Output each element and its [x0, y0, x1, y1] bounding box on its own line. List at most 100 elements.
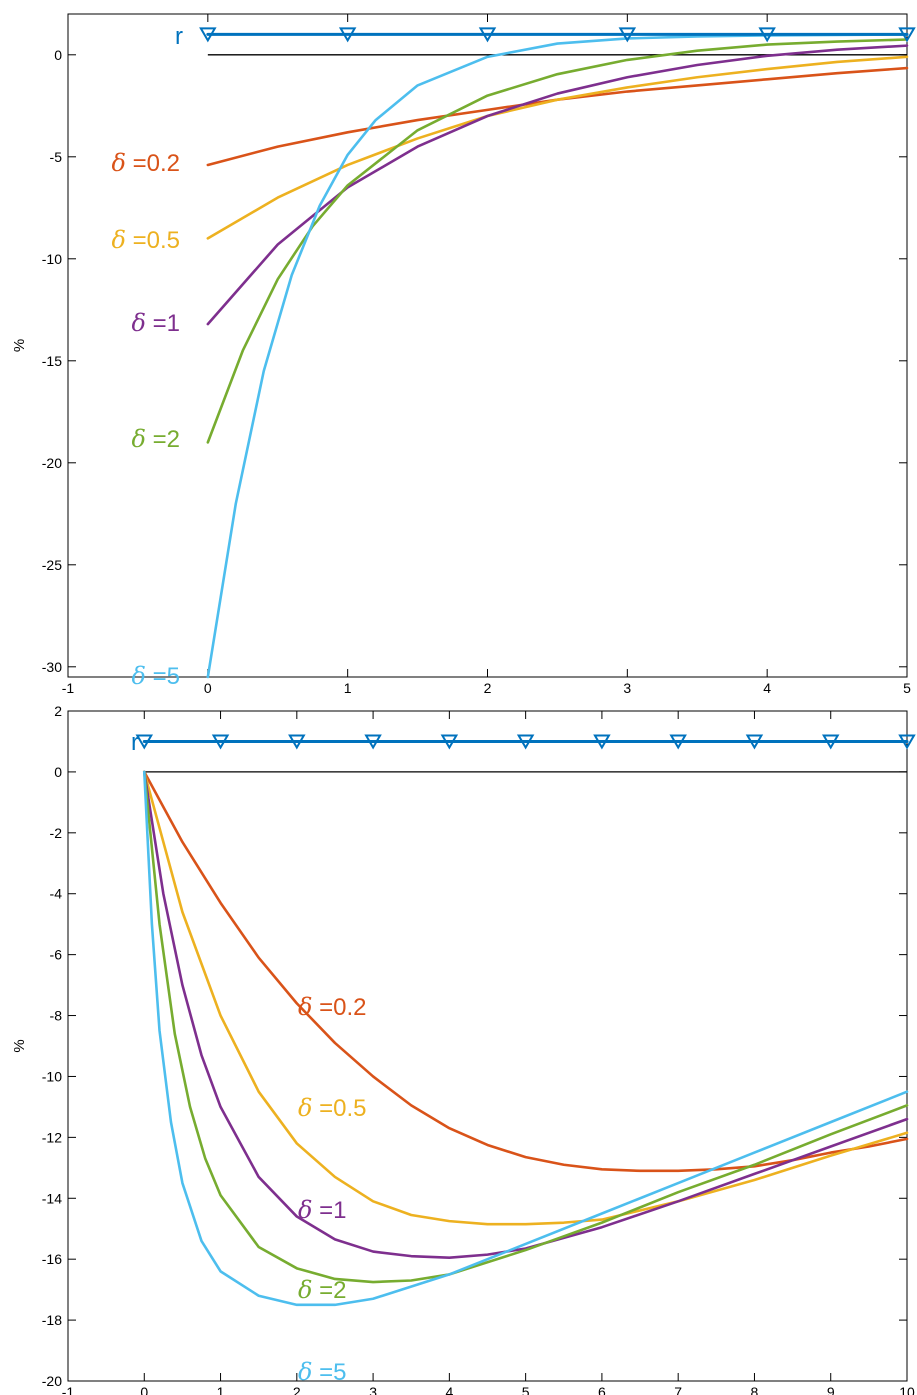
delta-symbol: δ [132, 309, 146, 337]
series-label-2: δ =2 [132, 425, 180, 453]
series-line-2 [206, 38, 909, 444]
series-label-value: =1 [312, 1197, 346, 1224]
series-label-r: r [131, 729, 139, 756]
series-label-value: =0.2 [312, 994, 366, 1021]
y-tick-label: 2 [54, 703, 62, 719]
series-label-value: =2 [146, 426, 180, 453]
x-tick-label: 0 [140, 1384, 148, 1395]
y-tick-label: -2 [50, 825, 63, 841]
x-tick-label: 0 [204, 680, 212, 696]
series-line-0-2 [206, 66, 909, 167]
series-line-5 [206, 33, 909, 679]
series-marker-r [618, 27, 637, 43]
series-label-5: δ =5 [132, 662, 180, 690]
series-line-0-5 [142, 770, 909, 1226]
y-tick-label: -20 [42, 455, 62, 471]
series-marker-r [516, 734, 535, 750]
series-line-5 [142, 770, 909, 1307]
series-label-r: r [175, 23, 183, 50]
y-tick-label: -25 [42, 557, 62, 573]
y-tick-label: -20 [42, 1373, 62, 1389]
x-tick-label: 4 [445, 1384, 453, 1395]
series-marker-r [758, 27, 776, 43]
series-line-1 [206, 44, 909, 326]
plot-box [67, 13, 908, 678]
y-tick-label: -14 [42, 1190, 62, 1206]
y-tick-label: 0 [54, 764, 62, 780]
series-marker-r [135, 734, 154, 750]
series-line-1 [142, 770, 909, 1259]
series-label-0-2: δ =0.2 [298, 993, 367, 1021]
series-label-2: δ =2 [298, 1276, 346, 1304]
y-tick-label: 0 [54, 47, 62, 63]
x-tick-label: 8 [751, 1384, 759, 1395]
x-tick-label: 5 [903, 680, 911, 696]
y-axis-title: % [11, 339, 28, 352]
x-tick-label: 10 [899, 1384, 915, 1395]
series-marker-r [211, 734, 230, 750]
y-tick-label: -12 [42, 1129, 62, 1145]
y-tick-label: -18 [42, 1312, 62, 1328]
y-tick-label: -30 [42, 659, 62, 675]
y-tick-label: -5 [50, 149, 63, 165]
delta-symbol: δ [298, 1358, 312, 1386]
y-tick-label: -4 [50, 886, 63, 902]
delta-symbol: δ [112, 226, 126, 254]
series-label-value: =0.2 [126, 150, 180, 177]
x-tick-label: -1 [62, 1384, 75, 1395]
series-marker-r [898, 734, 916, 750]
plot-box [67, 710, 908, 1382]
series-line-0-5 [206, 55, 909, 240]
x-tick-label: 1 [344, 680, 352, 696]
bottom-panel: -1 0 1 2 3 4 5 6 7 8 9 1020-2-4-6-8-10-12-14-16-18-… [11, 703, 916, 1395]
series-marker-r [821, 734, 840, 750]
x-tick-label: 5 [522, 1384, 530, 1395]
series-label-0-2: δ =0.2 [112, 149, 181, 177]
series-label-0-5: δ =0.5 [298, 1094, 367, 1122]
delta-symbol: δ [298, 1094, 312, 1122]
x-tick-label: 6 [598, 1384, 606, 1395]
y-tick-label: -6 [50, 947, 63, 963]
series-marker-r [593, 734, 611, 750]
series-marker-r [745, 734, 764, 750]
series-marker-r [478, 27, 497, 43]
series-label-value: =1 [146, 310, 180, 337]
y-tick-label: -16 [42, 1251, 62, 1267]
delta-symbol: δ [298, 993, 312, 1021]
series-marker-r [338, 27, 357, 43]
top-panel: -1 0 1 2 3 4 50-5-10-15-20-25-30%rδ =0.2δ =0.5… [11, 13, 916, 696]
series-label-1: δ =1 [132, 309, 180, 337]
delta-symbol: δ [132, 425, 146, 453]
series-label-0-5: δ =0.5 [112, 226, 181, 254]
x-tick-label: 7 [674, 1384, 682, 1395]
x-tick-label: 3 [369, 1384, 377, 1395]
y-tick-label: -15 [42, 353, 62, 369]
x-tick-label: 2 [484, 680, 492, 696]
series-label-value: =0.5 [126, 227, 180, 254]
y-tick-label: -8 [50, 1008, 63, 1024]
series-line-0-2 [142, 770, 909, 1173]
x-tick-label: 1 [217, 1384, 225, 1395]
delta-symbol: δ [132, 662, 146, 690]
x-tick-label: 2 [293, 1384, 301, 1395]
series-label-1: δ =1 [298, 1196, 346, 1224]
series-marker-r [440, 734, 459, 750]
series-marker-r [199, 27, 217, 43]
series-marker-r [288, 734, 306, 750]
x-tick-label: -1 [62, 680, 75, 696]
series-line-2 [142, 770, 909, 1284]
series-marker-r [898, 27, 916, 43]
series-label-value: =5 [312, 1359, 346, 1386]
y-tick-label: -10 [42, 1068, 62, 1084]
series-label-5: δ =5 [298, 1358, 346, 1386]
series-label-value: =0.5 [312, 1095, 366, 1122]
series-label-value: =2 [312, 1277, 346, 1304]
y-axis-title: % [11, 1039, 28, 1052]
series-marker-r [364, 734, 382, 750]
y-tick-label: -10 [42, 251, 62, 267]
delta-symbol: δ [112, 149, 126, 177]
x-tick-label: 4 [763, 680, 771, 696]
x-tick-label: 3 [623, 680, 631, 696]
x-tick-label: 9 [827, 1384, 835, 1395]
